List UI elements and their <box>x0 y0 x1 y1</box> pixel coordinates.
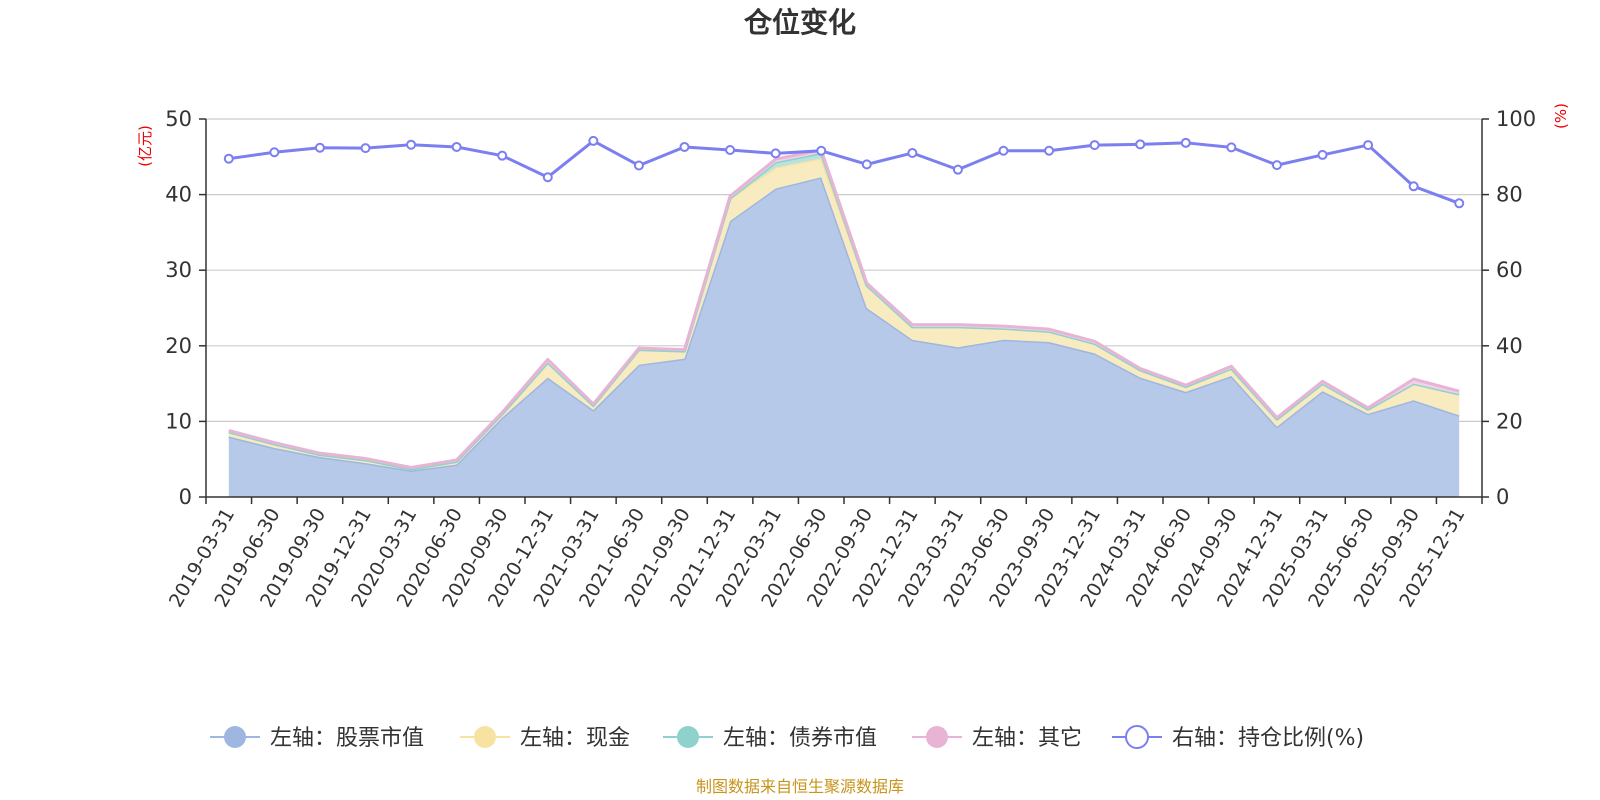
legend: 左轴：股票市值 左轴：现金 左轴：债券市值 左轴：其它 右轴：持仓比例(%) <box>210 725 1364 751</box>
ratio-point[interactable] <box>1044 145 1055 156</box>
right-y-tick-label: 40 <box>1496 334 1523 358</box>
legend-hollow-circle-icon <box>1125 725 1149 749</box>
ratio-point[interactable] <box>952 164 963 175</box>
ratio-point[interactable] <box>633 160 644 171</box>
legend-label: 左轴：现金 <box>520 726 630 751</box>
left-y-tick-label: 50 <box>165 107 192 131</box>
ratio-line-path <box>228 139 1460 205</box>
right-axis-unit: (%) <box>1552 103 1570 129</box>
left-y-tick-label: 30 <box>165 258 192 282</box>
ratio-point[interactable] <box>588 135 599 146</box>
area-edge-左轴：其它 <box>228 148 1460 470</box>
ratio-line <box>223 135 1465 209</box>
legend-label: 左轴：股票市值 <box>270 726 424 751</box>
ratio-point[interactable] <box>497 150 508 161</box>
ratio-point[interactable] <box>1271 160 1282 171</box>
legend-circle-icon <box>677 726 699 748</box>
legend-circle-icon <box>926 726 948 748</box>
ratio-point[interactable] <box>360 143 371 154</box>
ratio-point[interactable] <box>679 141 690 152</box>
ratio-point[interactable] <box>269 147 280 158</box>
source-note: 制图数据来自恒生聚源数据库 <box>696 777 904 796</box>
legend-item[interactable]: 右轴：持仓比例(%) <box>1112 725 1364 751</box>
legend-circle-icon <box>474 726 496 748</box>
legend-label: 左轴：其它 <box>972 726 1082 751</box>
ratio-point[interactable] <box>770 148 781 159</box>
ratio-point[interactable] <box>1454 198 1465 209</box>
chart-title: 仓位变化 <box>744 6 856 39</box>
area-左轴：股票市值 <box>228 177 1460 497</box>
ratio-point[interactable] <box>998 145 1009 156</box>
legend-label: 左轴：债券市值 <box>723 726 877 751</box>
ratio-point[interactable] <box>1089 140 1100 151</box>
right-y-tick-label: 100 <box>1496 107 1536 131</box>
right-y-tick-label: 20 <box>1496 409 1523 433</box>
ratio-point[interactable] <box>1363 140 1374 151</box>
legend-circle-icon <box>224 726 246 748</box>
ratio-point[interactable] <box>1135 139 1146 150</box>
ratio-point[interactable] <box>1226 142 1237 153</box>
left-y-tick-label: 20 <box>165 334 192 358</box>
ratio-point[interactable] <box>223 153 234 164</box>
ratio-point[interactable] <box>406 139 417 150</box>
legend-item[interactable]: 左轴：股票市值 <box>210 726 424 751</box>
ratio-point[interactable] <box>816 145 827 156</box>
right-y-tick-label: 60 <box>1496 258 1523 282</box>
ratio-point[interactable] <box>1408 181 1419 192</box>
ratio-point[interactable] <box>542 172 553 183</box>
ratio-point[interactable] <box>1180 137 1191 148</box>
legend-item[interactable]: 左轴：现金 <box>460 726 630 751</box>
stacked-areas <box>228 148 1460 497</box>
right-y-tick-label: 80 <box>1496 183 1523 207</box>
left-y-tick-label: 10 <box>165 409 192 433</box>
ratio-point[interactable] <box>451 141 462 152</box>
left-y-tick-label: 40 <box>165 183 192 207</box>
ratio-point[interactable] <box>861 159 872 170</box>
ratio-point[interactable] <box>907 148 918 159</box>
ratio-point[interactable] <box>314 142 325 153</box>
left-axis-unit: (亿元) <box>136 125 154 167</box>
right-y-tick-label: 0 <box>1496 485 1509 509</box>
legend-item[interactable]: 左轴：其它 <box>912 726 1082 751</box>
legend-item[interactable]: 左轴：债券市值 <box>663 726 877 751</box>
legend-label: 右轴：持仓比例(%) <box>1172 726 1364 751</box>
left-y-tick-label: 0 <box>179 485 192 509</box>
ratio-point[interactable] <box>1317 149 1328 160</box>
ratio-point[interactable] <box>725 144 736 155</box>
